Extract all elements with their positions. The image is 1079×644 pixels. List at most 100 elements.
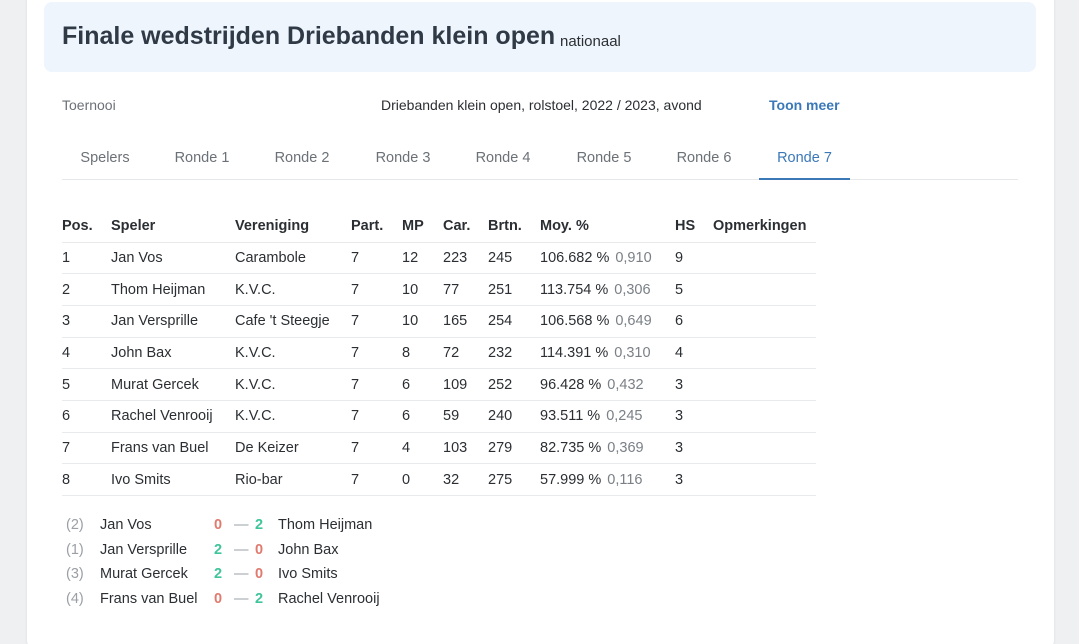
- match-separator: —: [234, 590, 249, 607]
- tab-ronde-4[interactable]: Ronde 4: [475, 150, 531, 166]
- match-player-2: John Bax: [278, 541, 339, 558]
- match-table-number: (2): [66, 517, 84, 533]
- col-vereniging: Vereniging: [235, 211, 351, 243]
- match-score-2: 0: [255, 566, 264, 582]
- table-row: 6 Rachel Venrooij K.V.C. 7 6 59 240 93.5…: [62, 400, 816, 433]
- cell-vereniging: Rio-bar: [235, 463, 351, 496]
- match-player-2: Ivo Smits: [278, 566, 338, 582]
- col-speler: Speler: [111, 211, 235, 243]
- cell-brtn: 245: [488, 242, 540, 275]
- tab-ronde-6[interactable]: Ronde 6: [676, 150, 732, 166]
- cell-opmerkingen: [713, 337, 816, 370]
- cell-mp: 10: [402, 305, 443, 338]
- cell-part: 7: [351, 463, 402, 496]
- cell-speler: Frans van Buel: [111, 432, 235, 465]
- match-table-number: (1): [66, 541, 84, 558]
- cell-brtn: 240: [488, 400, 540, 433]
- moy-percent: 57.999 %: [540, 471, 602, 488]
- match-score-1: 2: [214, 566, 223, 582]
- col-hs: HS: [675, 211, 713, 243]
- match-player-2: Thom Heijman: [278, 517, 373, 533]
- tab-spelers[interactable]: Spelers: [80, 150, 130, 166]
- show-more-link[interactable]: Toon meer: [769, 97, 840, 113]
- page-header: [44, 2, 1036, 72]
- col-mp: MP: [402, 211, 443, 243]
- tournament-value: Driebanden klein open, rolstoel, 2022 / …: [381, 97, 702, 113]
- match-separator: —: [234, 566, 249, 582]
- moy-value: 0,306: [614, 281, 651, 298]
- cell-hs: 3: [675, 463, 713, 496]
- cell-part: 7: [351, 337, 402, 370]
- cell-vereniging: Cafe 't Steegje: [235, 305, 351, 338]
- cell-moy: 113.754 % 0,306: [540, 273, 675, 306]
- cell-pos: 8: [62, 463, 111, 496]
- cell-opmerkingen: [713, 305, 816, 338]
- tab-ronde-5[interactable]: Ronde 5: [576, 150, 632, 166]
- cell-hs: 3: [675, 432, 713, 465]
- match-player-1: Frans van Buel: [100, 590, 198, 607]
- cell-opmerkingen: [713, 242, 816, 275]
- cell-mp: 6: [402, 400, 443, 433]
- cell-car: 59: [443, 400, 488, 433]
- match-score-2: 2: [255, 590, 264, 607]
- cell-opmerkingen: [713, 368, 816, 401]
- cell-moy: 96.428 % 0,432: [540, 368, 675, 401]
- cell-moy: 93.511 % 0,245: [540, 400, 675, 433]
- cell-vereniging: K.V.C.: [235, 337, 351, 370]
- cell-part: 7: [351, 242, 402, 275]
- col-moy: Moy. %: [540, 211, 675, 243]
- cell-brtn: 279: [488, 432, 540, 465]
- cell-pos: 1: [62, 242, 111, 275]
- match-player-1: Jan Versprille: [100, 541, 188, 558]
- cell-hs: 4: [675, 337, 713, 370]
- cell-brtn: 254: [488, 305, 540, 338]
- cell-speler: Murat Gercek: [111, 368, 235, 401]
- cell-brtn: 251: [488, 273, 540, 306]
- cell-speler: Ivo Smits: [111, 463, 235, 496]
- page-title: Finale wedstrijden Driebanden klein open: [62, 22, 556, 50]
- standings-table: Pos. Speler Vereniging Part. MP Car. Brt…: [62, 211, 816, 496]
- cell-pos: 5: [62, 368, 111, 401]
- match-score-1: 2: [214, 541, 223, 558]
- cell-moy: 57.999 % 0,116: [540, 463, 675, 496]
- cell-pos: 3: [62, 305, 111, 338]
- moy-percent: 96.428 %: [540, 376, 602, 393]
- tab-ronde-2[interactable]: Ronde 2: [274, 150, 330, 166]
- moy-value: 0,116: [607, 471, 643, 488]
- cell-mp: 4: [402, 432, 443, 465]
- cell-speler: Rachel Venrooij: [111, 400, 235, 433]
- cell-hs: 3: [675, 368, 713, 401]
- moy-percent: 113.754 %: [540, 281, 609, 298]
- moy-value: 0,369: [607, 439, 644, 456]
- cell-opmerkingen: [713, 463, 816, 496]
- cell-pos: 7: [62, 432, 111, 465]
- cell-speler: Thom Heijman: [111, 273, 235, 306]
- tab-ronde-7[interactable]: Ronde 7: [759, 136, 850, 180]
- cell-hs: 5: [675, 273, 713, 306]
- tab-ronde-3[interactable]: Ronde 3: [375, 150, 431, 166]
- cell-moy: 106.568 % 0,649: [540, 305, 675, 338]
- tab-ronde-1[interactable]: Ronde 1: [174, 150, 230, 166]
- table-row: 3 Jan Versprille Cafe 't Steegje 7 10 16…: [62, 305, 816, 338]
- match-table-number: (4): [66, 590, 84, 607]
- cell-car: 77: [443, 273, 488, 306]
- cell-car: 103: [443, 432, 488, 465]
- round-tabs: Spelers Ronde 1 Ronde 2 Ronde 3 Ronde 4 …: [62, 136, 1018, 180]
- cell-car: 32: [443, 463, 488, 496]
- moy-percent: 106.568 %: [540, 313, 610, 330]
- cell-vereniging: K.V.C.: [235, 400, 351, 433]
- cell-vereniging: Carambole: [235, 242, 351, 275]
- moy-percent: 93.511 %: [540, 408, 601, 425]
- moy-percent: 82.735 %: [540, 439, 602, 456]
- cell-part: 7: [351, 400, 402, 433]
- cell-car: 72: [443, 337, 488, 370]
- cell-opmerkingen: [713, 273, 816, 306]
- cell-hs: 3: [675, 400, 713, 433]
- cell-brtn: 232: [488, 337, 540, 370]
- cell-mp: 6: [402, 368, 443, 401]
- cell-vereniging: De Keizer: [235, 432, 351, 465]
- cell-pos: 4: [62, 337, 111, 370]
- col-opmerkingen: Opmerkingen: [713, 211, 816, 243]
- cell-brtn: 275: [488, 463, 540, 496]
- match-score-2: 2: [255, 517, 264, 533]
